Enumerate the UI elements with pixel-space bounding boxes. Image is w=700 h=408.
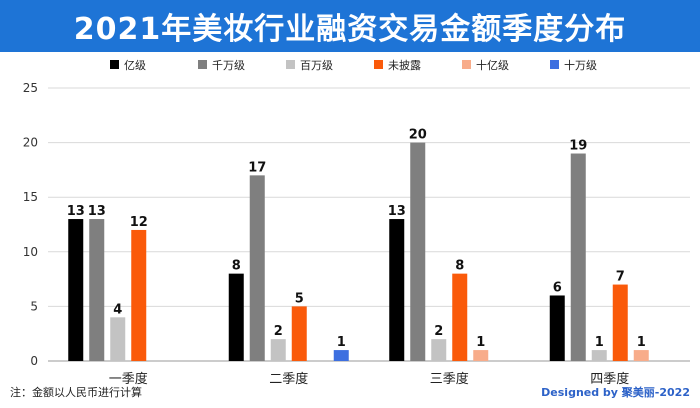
footnote: 注：金额以人民币进行计算 <box>10 386 142 399</box>
data-label: 13 <box>388 204 406 219</box>
bar <box>591 350 607 361</box>
designer-credit: Designed by 聚美丽-2022 <box>541 386 690 399</box>
data-label: 1 <box>595 335 604 350</box>
data-label: 4 <box>113 302 122 317</box>
data-label: 7 <box>616 270 625 285</box>
x-tick-label: 四季度 <box>590 371 629 387</box>
chart-title: 2021年美妆行业融资交易金额季度分布 <box>73 12 627 47</box>
data-label: 8 <box>232 259 241 274</box>
data-label: 12 <box>130 215 148 230</box>
legend-swatch <box>198 60 207 69</box>
legend-label: 百万级 <box>300 59 333 72</box>
data-label: 1 <box>337 335 346 350</box>
legend-swatch <box>110 60 119 69</box>
legend-label: 千万级 <box>212 59 245 72</box>
y-tick-label: 20 <box>23 136 38 150</box>
data-label: 2 <box>434 324 443 339</box>
data-label: 19 <box>569 139 587 154</box>
bar <box>389 219 405 361</box>
data-label: 13 <box>67 204 85 219</box>
legend-label: 未披露 <box>388 58 421 72</box>
data-label: 2 <box>274 324 283 339</box>
data-label: 6 <box>553 280 562 295</box>
y-tick-label: 15 <box>23 190 38 204</box>
legend-label: 亿级 <box>124 59 146 72</box>
y-tick-label: 5 <box>30 299 38 313</box>
y-tick-label: 0 <box>30 354 38 368</box>
x-tick-label: 三季度 <box>430 371 469 387</box>
bar <box>431 339 447 361</box>
bar <box>291 306 307 361</box>
bar <box>612 284 628 361</box>
legend-label: 十亿级 <box>476 58 509 72</box>
bar <box>68 219 84 361</box>
data-label: 1 <box>637 335 646 350</box>
bar <box>270 339 286 361</box>
legend-swatch <box>286 60 295 69</box>
bar <box>110 317 126 361</box>
data-label: 8 <box>455 259 464 274</box>
bar <box>249 175 265 361</box>
legend-label: 十万级 <box>564 58 597 72</box>
data-label: 17 <box>248 160 266 175</box>
legend-swatch <box>462 60 471 69</box>
bar <box>570 153 586 361</box>
y-tick-label: 25 <box>23 81 38 95</box>
y-tick-label: 10 <box>23 245 38 259</box>
data-label: 5 <box>295 291 304 306</box>
bar <box>452 273 468 361</box>
x-tick-label: 二季度 <box>269 371 308 387</box>
bar <box>228 273 244 361</box>
x-tick-label: 一季度 <box>109 371 148 387</box>
data-label: 13 <box>88 204 106 219</box>
legend-swatch <box>374 60 383 69</box>
bar <box>131 229 147 361</box>
data-label: 1 <box>476 335 485 350</box>
data-label: 20 <box>409 128 427 143</box>
title-banner: 2021年美妆行业融资交易金额季度分布 <box>0 0 700 52</box>
bar <box>549 295 565 361</box>
bar <box>89 219 105 361</box>
bar <box>473 350 489 361</box>
legend-swatch <box>550 60 559 69</box>
bar <box>333 350 349 361</box>
bar <box>633 350 649 361</box>
bar <box>410 142 426 361</box>
